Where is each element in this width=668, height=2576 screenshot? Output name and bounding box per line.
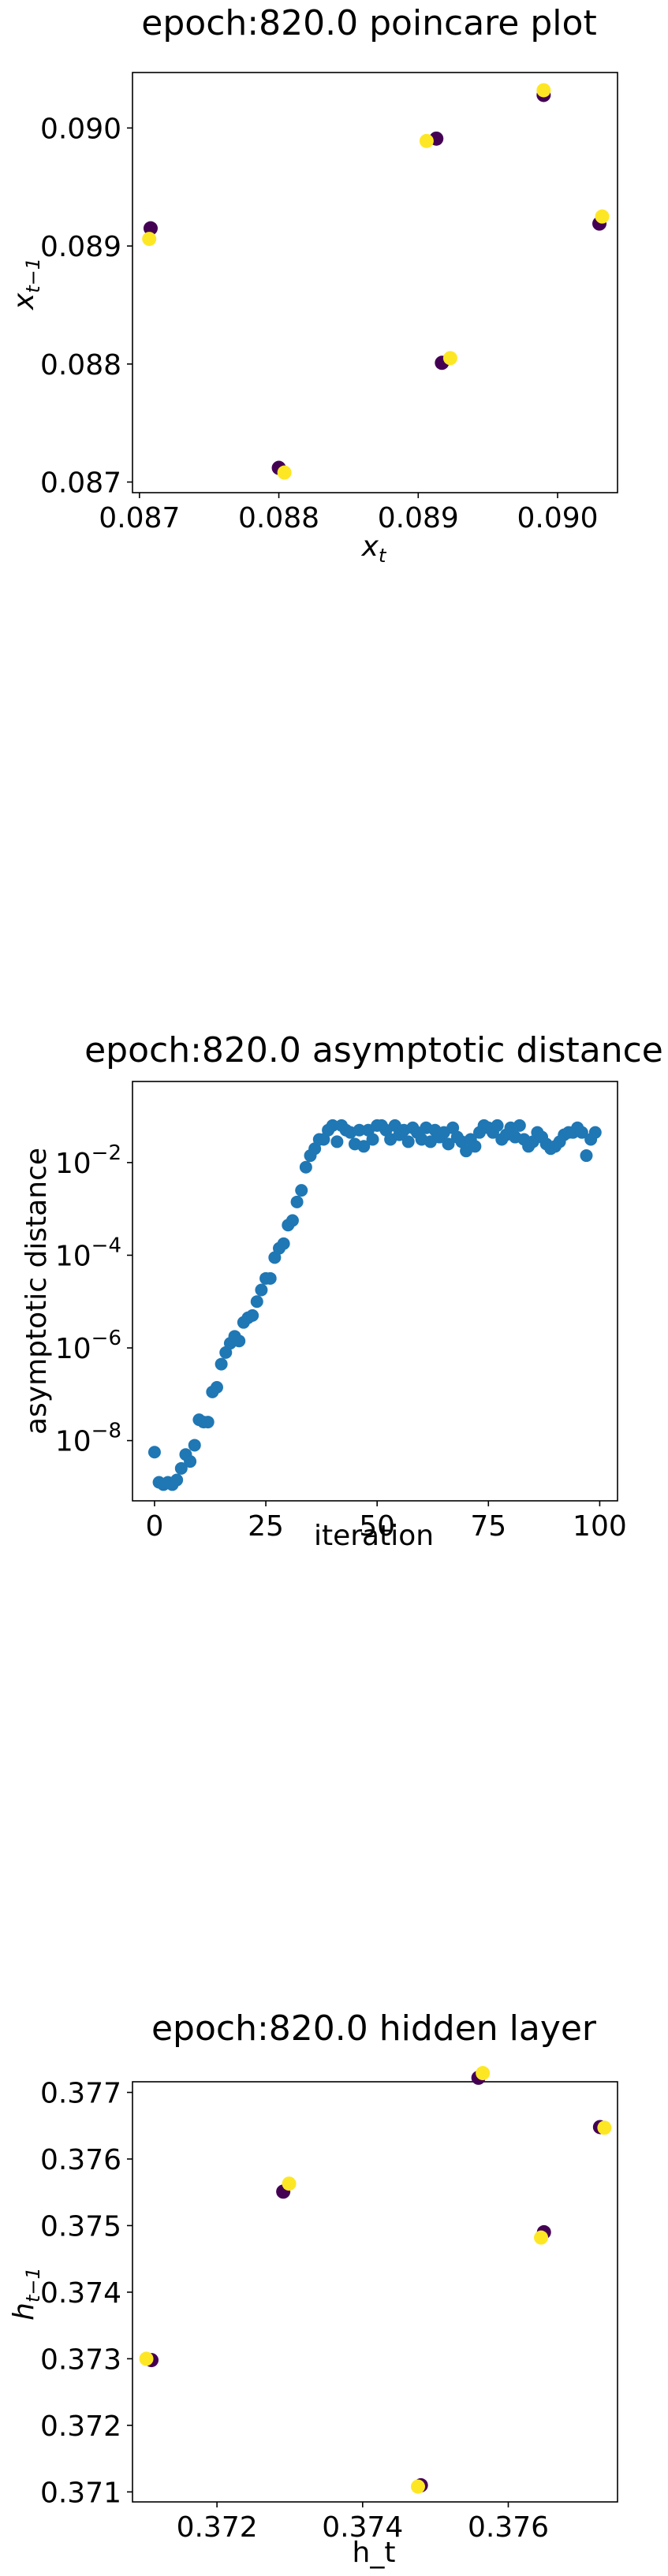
hidden-layer-title: epoch:820.0 hidden layer	[151, 2008, 597, 2049]
asymptotic-distance-point	[201, 1416, 215, 1429]
asymptotic-distance-ytick-label: 10−8	[55, 1420, 121, 1458]
poincare-plot-xtick-label: 0.089	[378, 502, 459, 534]
poincare-plot-point	[419, 133, 434, 148]
asymptotic-distance-ytick-label: 10−4	[55, 1234, 121, 1272]
asymptotic-distance-ytick-label: 10−2	[55, 1141, 121, 1180]
asymptotic-distance-point	[233, 1335, 246, 1348]
poincare-plot-ytick-label: 0.089	[40, 231, 121, 263]
poincare-plot-xtick-label: 0.090	[517, 502, 598, 534]
hidden-layer-ytick-label: 0.376	[40, 2144, 121, 2176]
hidden-layer-panel: epoch:820.0 hidden layer 0.372 0.374 0.376…	[8, 2008, 618, 2569]
hidden-layer-point	[282, 2176, 297, 2191]
asymptotic-distance-point	[263, 1271, 277, 1285]
poincare-plot-ytick-label: 0.090	[40, 113, 121, 145]
asymptotic-distance-point	[250, 1295, 263, 1308]
asymptotic-distance-ylabel: asymptotic distance	[21, 1148, 53, 1435]
poincare-plot-point	[143, 221, 158, 236]
asymptotic-distance-point	[174, 1461, 188, 1475]
asymptotic-distance-xtick-label: 75	[470, 1510, 506, 1543]
hidden-layer-ytick-label: 0.372	[40, 2410, 121, 2443]
hidden-layer-ytick-label: 0.375	[40, 2210, 121, 2243]
poincare-plot-xlabel-subscript: t	[379, 545, 387, 567]
poincare-plot-ylabel: xt−1	[8, 258, 44, 311]
asymptotic-distance-point	[366, 1133, 379, 1146]
asymptotic-distance-point	[326, 1119, 339, 1132]
poincare-plot-point	[142, 232, 157, 247]
asymptotic-distance-point	[188, 1439, 201, 1452]
asymptotic-distance-point	[580, 1149, 593, 1163]
asymptotic-distance-xtick-label: 0	[145, 1510, 163, 1543]
poincare-plot-ytick-label: 0.088	[40, 349, 121, 382]
asymptotic-distance-ytick-label: 10−6	[55, 1327, 121, 1365]
hidden-layer-ytick-label: 0.371	[40, 2477, 121, 2509]
hidden-layer-ytick-label: 0.374	[40, 2277, 121, 2310]
asymptotic-distance-xtick-label: 25	[248, 1510, 284, 1543]
hidden-layer-point	[597, 2120, 612, 2135]
asymptotic-distance-point	[215, 1357, 228, 1371]
poincare-plot-point	[277, 465, 292, 480]
hidden-layer-point	[139, 2351, 154, 2366]
asymptotic-distance-point	[285, 1214, 299, 1227]
asymptotic-distance-point	[575, 1126, 588, 1139]
asymptotic-distance-point	[290, 1195, 304, 1208]
hidden-layer-xtick-label: 0.372	[177, 2511, 258, 2544]
asymptotic-distance-point	[299, 1160, 312, 1174]
poincare-plot-xlabel: xt	[361, 530, 387, 567]
hidden-layer-point	[476, 2066, 491, 2081]
poincare-plot-point	[536, 83, 551, 98]
hidden-layer-point	[534, 2230, 549, 2245]
poincare-plot-point	[595, 209, 610, 224]
asymptotic-distance-point	[210, 1380, 223, 1394]
asymptotic-distance-point	[513, 1119, 526, 1132]
asymptotic-distance-point	[277, 1237, 290, 1250]
asymptotic-distance-frame	[132, 1081, 618, 1502]
asymptotic-distance-xtick-label: 100	[573, 1510, 627, 1543]
asymptotic-distance-xtick-label: 50	[359, 1510, 395, 1543]
poincare-plot-frame	[132, 72, 618, 493]
hidden-layer-point	[410, 2479, 425, 2494]
asymptotic-distance-point	[147, 1446, 161, 1459]
hidden-layer-xtick-label: 0.374	[322, 2511, 403, 2544]
asymptotic-distance-panel: epoch:820.0 asymptotic distance 0 25 50 75 1…	[21, 1030, 663, 1552]
asymptotic-distance-point	[184, 1455, 197, 1469]
asymptotic-distance-point	[330, 1135, 344, 1148]
asymptotic-distance-point	[491, 1119, 504, 1132]
asymptotic-distance-point	[170, 1473, 184, 1487]
asymptotic-distance-point	[353, 1123, 366, 1137]
hidden-layer-ylabel: ht−1	[8, 2267, 44, 2321]
asymptotic-distance-xlabel: iteration	[314, 1520, 434, 1552]
poincare-plot-xtick-label: 0.088	[238, 502, 319, 534]
poincare-plot-point	[442, 351, 457, 366]
poincare-plot-ytick-label: 0.087	[40, 467, 121, 500]
asymptotic-distance-point	[401, 1135, 415, 1148]
poincare-plot-panel: epoch:820.0 poincare plot 0.087 0.088 0.08…	[8, 3, 618, 567]
poincare-plot-title: epoch:820.0 poincare plot	[141, 3, 596, 43]
hidden-layer-xlabel: h_t	[353, 2537, 396, 2569]
asymptotic-distance-title: epoch:820.0 asymptotic distance	[84, 1030, 663, 1070]
hidden-layer-ytick-label: 0.373	[40, 2343, 121, 2376]
asymptotic-distance-point	[295, 1184, 308, 1197]
asymptotic-distance-point	[468, 1140, 482, 1153]
poincare-plot-ylabel-subscript: t−1	[22, 258, 44, 293]
asymptotic-distance-point	[442, 1137, 455, 1151]
poincare-plot-xtick-label: 0.087	[99, 502, 180, 534]
asymptotic-distance-point	[255, 1283, 268, 1297]
hidden-layer-frame	[132, 2081, 618, 2503]
asymptotic-distance-point	[357, 1140, 371, 1153]
asymptotic-distance-point	[588, 1126, 602, 1139]
asymptotic-distance-point	[246, 1308, 259, 1322]
hidden-layer-xtick-label: 0.376	[468, 2511, 549, 2544]
hidden-layer-ytick-label: 0.377	[40, 2078, 121, 2110]
hidden-layer-ylabel-subscript: t−1	[22, 2267, 44, 2302]
